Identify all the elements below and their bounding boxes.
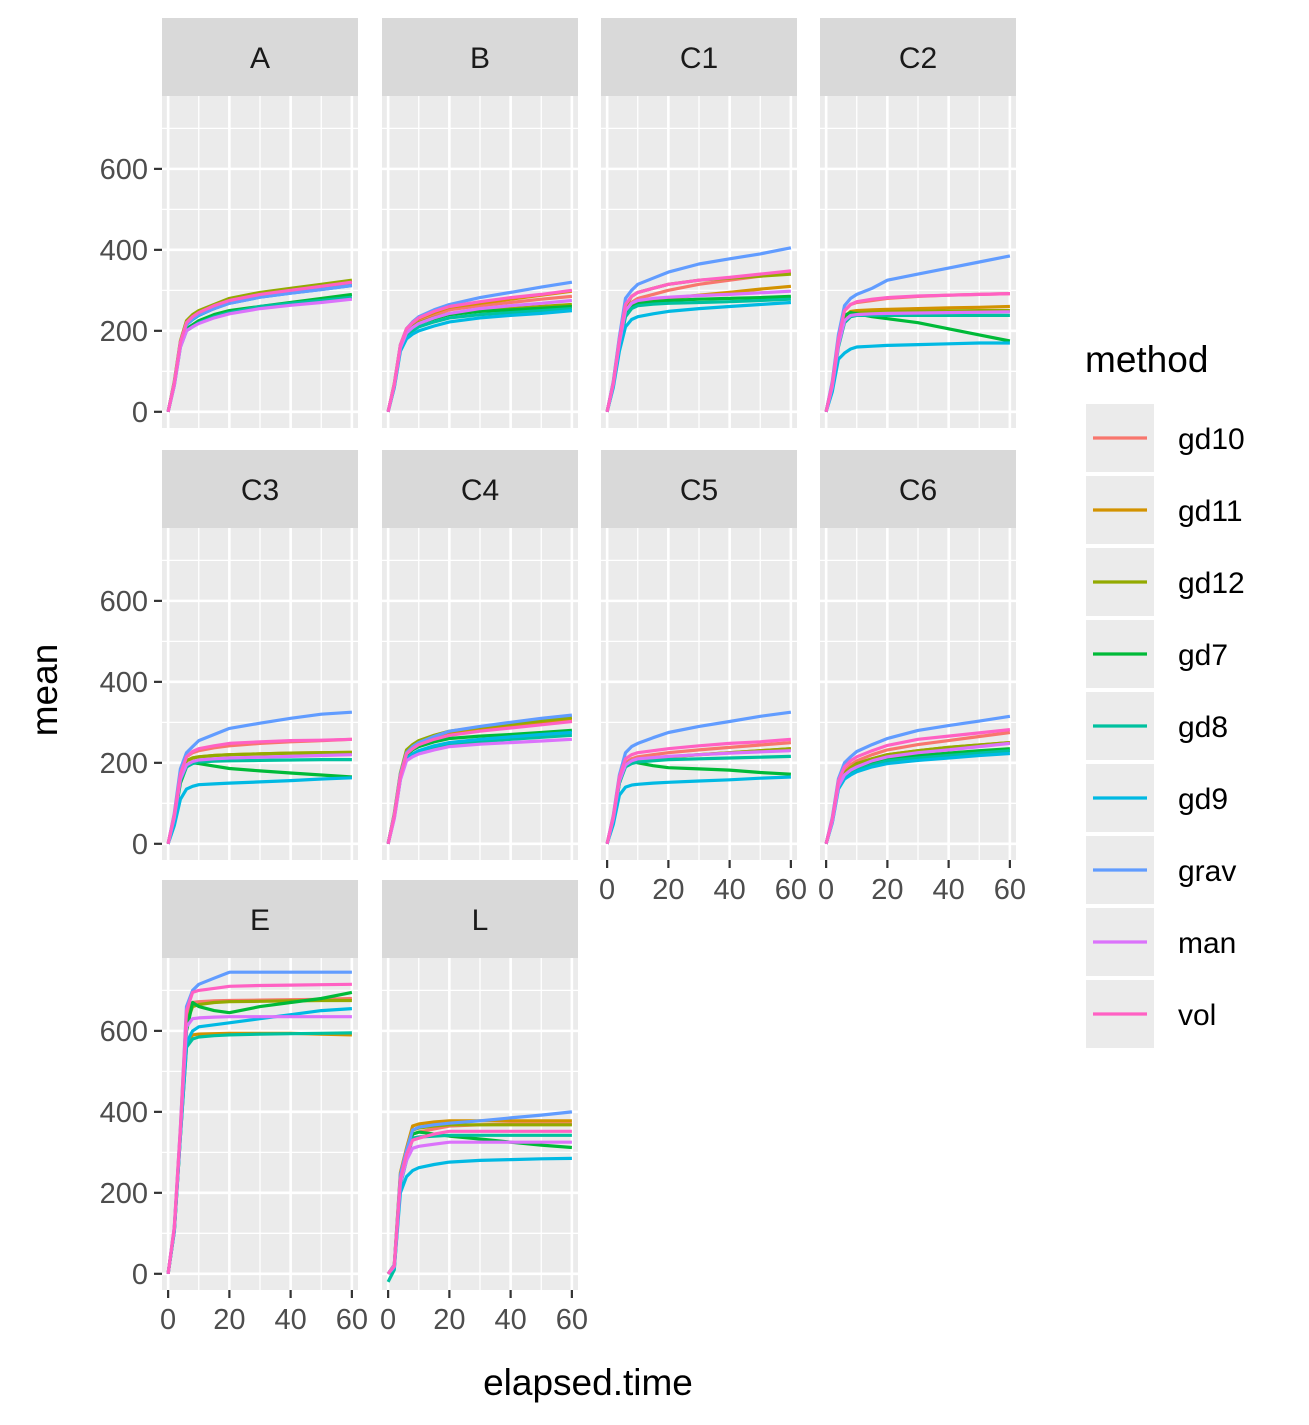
x-tick-label: 20 — [871, 874, 903, 906]
facet-strip-label: A — [250, 42, 270, 75]
legend-item-gd12: gd12 — [1086, 548, 1245, 616]
facet-panel-E: E 0 200 400 600 0 20 40 60 — [100, 880, 368, 1336]
series-line-vol — [824, 292, 1010, 413]
y-tick-label: 400 — [100, 667, 148, 699]
legend-label: grav — [1178, 855, 1236, 888]
facet-panel-C3: C3 0 200 400 600 — [100, 450, 358, 861]
legend-label: gd9 — [1178, 783, 1228, 816]
x-tick-label: 40 — [494, 1304, 526, 1336]
facet-panel-B: B — [382, 18, 578, 428]
facet-strip — [162, 450, 358, 528]
facet-panel-C6: C6 0 20 40 60 — [818, 450, 1026, 906]
x-tick-label: 60 — [336, 1304, 368, 1336]
series-line-gd9 — [605, 775, 791, 845]
x-tick-label: 60 — [994, 874, 1026, 906]
x-tick-label: 20 — [213, 1304, 245, 1336]
series-line-vol — [386, 1129, 572, 1275]
series-line-vol — [605, 269, 792, 413]
facet-panel-A: A 0 200 400 600 — [100, 18, 358, 429]
legend-item-gd7: gd7 — [1086, 620, 1228, 688]
series-line-gd9 — [166, 776, 352, 845]
facet-strip — [382, 18, 578, 96]
facet-panel-C1: C1 — [601, 18, 797, 428]
legend-label: gd8 — [1178, 711, 1228, 744]
series-line-vol — [166, 280, 353, 413]
x-tick-label: 0 — [599, 874, 615, 906]
facet-strip-label: B — [470, 42, 490, 75]
facet-panel-C4: C4 — [382, 450, 578, 860]
x-tick-label: 0 — [380, 1304, 396, 1336]
facet-panel-C5: C5 0 20 40 60 — [599, 450, 807, 906]
facet-strip — [162, 18, 358, 96]
y-tick-label: 600 — [100, 154, 148, 186]
x-tick-label: 20 — [652, 874, 684, 906]
x-tick-label: 40 — [274, 1304, 306, 1336]
facet-strip-label: C6 — [899, 474, 937, 507]
legend-label: gd11 — [1178, 495, 1243, 528]
y-tick-label: 200 — [100, 748, 148, 780]
legend-label: vol — [1178, 999, 1216, 1032]
legend-item-grav: grav — [1086, 836, 1236, 904]
y-tick-label: 600 — [100, 1016, 148, 1048]
x-tick-label: 40 — [932, 874, 964, 906]
y-tick-label: 0 — [132, 1259, 148, 1291]
x-tick-label: 60 — [556, 1304, 588, 1336]
facet-strip-label: C2 — [899, 42, 937, 75]
legend-item-gd11: gd11 — [1086, 476, 1243, 544]
facet-strip-label: C1 — [680, 42, 718, 75]
y-tick-label: 0 — [132, 397, 148, 429]
facet-panel-C2: C2 — [820, 18, 1016, 428]
legend-label: gd10 — [1178, 423, 1245, 456]
legend-item-gd8: gd8 — [1086, 692, 1228, 760]
x-tick-label: 60 — [775, 874, 807, 906]
series-line-vol — [386, 288, 573, 413]
facet-strip-label: E — [250, 904, 270, 937]
legend-items: gd10 gd11 gd12 gd7 gd8 gd9 grav man vol — [1086, 404, 1245, 1048]
y-tick-label: 400 — [100, 1097, 148, 1129]
facet-strip-label: L — [472, 904, 489, 937]
x-tick-label: 0 — [818, 874, 834, 906]
x-tick-label: 0 — [160, 1304, 176, 1336]
facet-strip — [382, 450, 578, 528]
facet-strip — [601, 450, 797, 528]
series-line-vol — [166, 982, 352, 1275]
series-line-vol — [386, 719, 573, 845]
facet-strip — [820, 18, 1016, 96]
legend-item-gd10: gd10 — [1086, 404, 1245, 472]
y-tick-label: 0 — [132, 829, 148, 861]
facet-strip-label: C4 — [461, 474, 499, 507]
legend-item-man: man — [1086, 908, 1236, 976]
legend-item-gd9: gd9 — [1086, 764, 1228, 832]
facet-strip — [820, 450, 1016, 528]
facet-strip — [601, 18, 797, 96]
facet-strip — [162, 880, 358, 958]
x-tick-label: 20 — [433, 1304, 465, 1336]
legend-label: gd7 — [1178, 639, 1228, 672]
y-tick-label: 600 — [100, 586, 148, 618]
x-tick-label: 40 — [713, 874, 745, 906]
series-line-vol — [605, 737, 792, 845]
legend-label: man — [1178, 927, 1236, 960]
facet-strip-label: C5 — [680, 474, 718, 507]
x-axis-title: elapsed.time — [483, 1362, 693, 1403]
series-line-vol — [824, 728, 1011, 845]
legend: method gd10 gd11 gd12 gd7 gd8 gd9 grav man vol — [1085, 339, 1245, 1048]
facet-strip-label: C3 — [241, 474, 279, 507]
y-axis-title: mean — [24, 644, 65, 737]
y-tick-label: 200 — [100, 1178, 148, 1210]
facet-strip — [382, 880, 578, 958]
facet-panel-L: L 0 20 40 60 — [380, 880, 588, 1336]
legend-label: gd12 — [1178, 567, 1245, 600]
legend-item-vol: vol — [1086, 980, 1216, 1048]
series-line-gd9 — [824, 341, 1010, 413]
legend-title: method — [1085, 339, 1208, 380]
y-tick-label: 200 — [100, 316, 148, 348]
series-line-vol — [166, 737, 352, 845]
y-tick-label: 400 — [100, 235, 148, 267]
